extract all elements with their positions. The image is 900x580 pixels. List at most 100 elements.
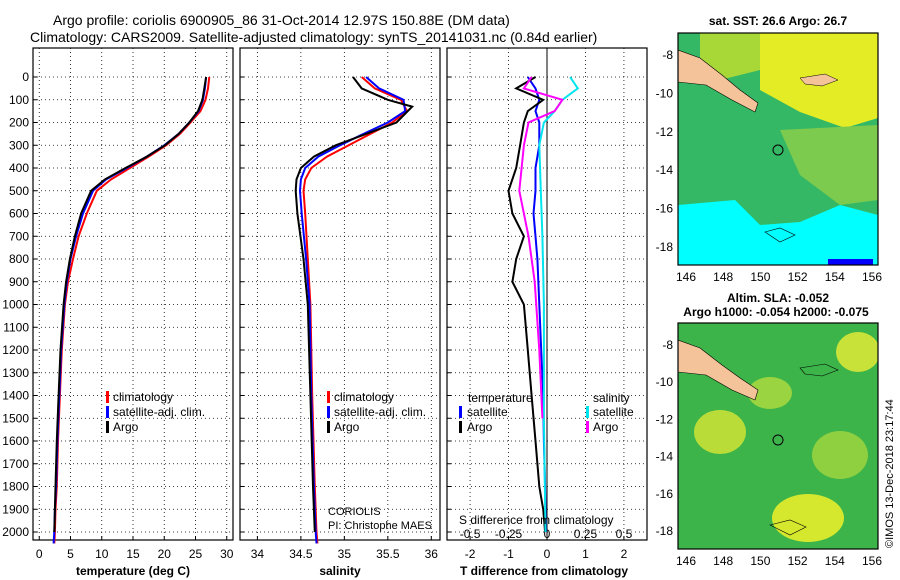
reef-outline-sla xyxy=(769,519,807,536)
map-y-tick-label: -16 xyxy=(656,202,674,216)
s-tick-label: 0.25 xyxy=(574,527,598,541)
land-new-guinea xyxy=(678,49,759,113)
sst-argo-location-marker xyxy=(772,144,784,156)
legend-swatch-argo xyxy=(106,421,109,433)
sst-warm-region-west xyxy=(700,33,760,80)
map-x-tick-label: 146 xyxy=(676,554,696,568)
depth-tick-label: 1200 xyxy=(2,343,29,357)
depth-tick-label: 400 xyxy=(9,161,29,175)
map-x-tick-label: 154 xyxy=(825,554,845,568)
reef-outline-sst xyxy=(764,227,796,243)
depth-tick-label: 1700 xyxy=(2,457,29,471)
salinity-xlabel: salinity xyxy=(319,564,361,578)
watermark: ©IMOS 13-Dec-2018 23:17:44 xyxy=(884,399,896,548)
s-tick-label: 0 xyxy=(544,527,551,541)
x-tick-label: -2 xyxy=(465,547,476,561)
depth-tick-label: 1400 xyxy=(2,389,29,403)
map-y-tick-label: -18 xyxy=(656,240,674,254)
figure-title-line2: Climatology: CARS2009. Satellite-adjuste… xyxy=(30,29,597,45)
map-y-tick-label: -12 xyxy=(656,412,674,426)
salinity-panel-frame xyxy=(239,47,441,541)
figure-title-line1: Argo profile: coriolis 6900905_86 31-Oct… xyxy=(53,12,510,28)
sla-high-patch xyxy=(694,410,746,454)
legend-label-argo: Argo xyxy=(334,420,360,434)
depth-tick-label: 300 xyxy=(9,138,29,152)
map-y-tick-label: -10 xyxy=(656,375,674,389)
legend-head-salinity: salinity xyxy=(593,391,630,405)
map-y-tick-label: -16 xyxy=(656,487,674,501)
temperature-legend: climatology satellite-adj. clim. Argo xyxy=(106,390,205,434)
series-salinity-satellite xyxy=(538,76,580,533)
s-tick-label: 0.5 xyxy=(616,527,633,541)
depth-tick-label: 100 xyxy=(9,93,29,107)
legend-swatch-t-argo xyxy=(459,421,462,433)
depth-tick-label: 1900 xyxy=(2,502,29,516)
legend-label-climatology: climatology xyxy=(334,390,394,404)
sst-missing-data-bar xyxy=(828,259,873,265)
legend-label-satellite: satellite-adj. clim. xyxy=(334,405,426,419)
map-y-tick-label: -18 xyxy=(656,524,674,538)
difference-xlabel: T difference from climatology xyxy=(460,564,628,578)
x-tick-label: 1 xyxy=(582,547,589,561)
legend-swatch-s-argo xyxy=(586,421,589,433)
difference-legend: temperature salinity satellite Argo sate… xyxy=(459,391,634,527)
x-tick-labels: 0 5 10 15 20 25 30 34 34.5 35 35.5 36 -2 -1 0 1 2 -0.5 -0.… xyxy=(36,527,633,561)
series-salinity-satellite-adj-clim- xyxy=(298,76,407,544)
legend-swatch-climatology xyxy=(327,391,330,403)
depth-tick-labels: 0 100 200 300 400 500 600 700 800 900 1000 1100 1200… xyxy=(2,70,29,539)
depth-tick-label: 1800 xyxy=(2,480,29,494)
sst-map-title: sat. SST: 26.6 Argo: 26.7 xyxy=(709,14,848,28)
land-new-guinea xyxy=(678,339,759,401)
sla-map-title1: Altim. SLA: -0.052 xyxy=(727,291,829,305)
sla-argo-location-marker xyxy=(772,434,784,446)
x-tick-label: 30 xyxy=(220,547,234,561)
legend-swatch-climatology xyxy=(106,391,109,403)
island-sla xyxy=(799,363,839,377)
grid-layer xyxy=(33,48,647,540)
depth-tick-label: 1500 xyxy=(2,411,29,425)
series-temperature-satellite-adj-clim- xyxy=(52,76,208,544)
salinity-legend: climatology satellite-adj. clim. Argo CO… xyxy=(327,390,432,532)
map-tick-labels: -8 -10 -12 -14 -16 -18 146 148 150 152 154 156 -8 -10… xyxy=(656,48,883,568)
legend-swatch-argo xyxy=(327,421,330,433)
legend-swatch-satellite xyxy=(106,406,109,418)
x-tick-label: 0 xyxy=(544,547,551,561)
x-tick-label: 15 xyxy=(126,547,140,561)
series-salinity-argo xyxy=(518,76,564,419)
series-layer xyxy=(52,76,580,544)
depth-tick-label: 1300 xyxy=(2,366,29,380)
credit-pi: PI: Christophe MAES xyxy=(328,520,432,532)
depth-tick-label: 500 xyxy=(9,184,29,198)
series-salinity-climatology xyxy=(302,76,409,544)
legend-label-climatology: climatology xyxy=(113,390,173,404)
sla-high-patch xyxy=(772,494,844,542)
sla-map-frame xyxy=(677,322,879,550)
depth-tick-label: 600 xyxy=(9,207,29,221)
map-x-tick-label: 152 xyxy=(788,270,808,284)
map-x-tick-label: 148 xyxy=(713,554,733,568)
sla-high-patch xyxy=(836,332,878,372)
sst-map xyxy=(677,32,879,266)
map-y-tick-label: -14 xyxy=(656,163,674,177)
legend-label-t-argo: Argo xyxy=(467,420,493,434)
depth-tick-label: 2000 xyxy=(2,525,29,539)
legend-swatch-s-satellite xyxy=(586,406,589,418)
legend-label-t-satellite: satellite xyxy=(467,405,508,419)
x-tick-label: 34 xyxy=(251,547,265,561)
x-tick-label: 36 xyxy=(425,547,439,561)
x-tick-label: 34.5 xyxy=(289,547,313,561)
x-tick-label: 5 xyxy=(67,547,74,561)
x-tick-label: 35.5 xyxy=(376,547,400,561)
map-x-tick-label: 152 xyxy=(788,554,808,568)
depth-tick-label: 800 xyxy=(9,252,29,266)
s-tick-label: -0.25 xyxy=(495,527,523,541)
s-tick-label: -0.5 xyxy=(460,527,481,541)
map-y-tick-label: -8 xyxy=(662,48,673,62)
depth-tick-label: 200 xyxy=(9,116,29,130)
map-x-tick-label: 150 xyxy=(750,554,770,568)
sla-high-patch xyxy=(812,431,868,479)
series-temperature-climatology xyxy=(53,76,211,544)
x-tick-label: 20 xyxy=(158,547,172,561)
depth-tick-label: 1100 xyxy=(3,320,29,334)
